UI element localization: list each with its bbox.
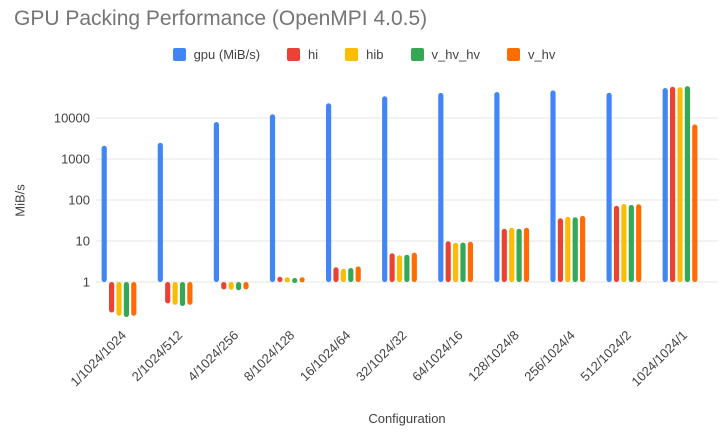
bar-v-hv-2/1024/512 (187, 282, 193, 305)
bar-hi-4/1024/256 (221, 282, 227, 290)
bar-v-hv-8/1024/128 (299, 277, 305, 283)
bar-hib-512/1024/2 (621, 204, 627, 282)
x-tick-label: 128/1024/8 (465, 328, 522, 385)
legend-swatch-icon (410, 48, 424, 61)
bar-v-hv-hv-16/1024/64 (348, 268, 354, 282)
bar-hi-1/1024/1024 (109, 282, 115, 313)
bar-hib-2/1024/512 (172, 282, 178, 305)
y-tick-label: 100 (68, 193, 90, 208)
x-tick-label: 32/1024/32 (353, 328, 410, 385)
bar-v-hv-1024/1024/1 (692, 124, 698, 283)
bar-hib-8/1024/128 (284, 277, 290, 283)
bar-v-hv-hv-2/1024/512 (179, 282, 186, 306)
y-axis-title: MiB/s (12, 184, 28, 217)
bar-gpu-mib-s--128/1024/8 (494, 92, 500, 282)
bar-gpu-mib-s--4/1024/256 (213, 122, 219, 282)
bar-v-hv-hv-64/1024/16 (460, 242, 466, 282)
bar-v-hv-hv-8/1024/128 (292, 278, 298, 283)
y-tick-label: 1 (83, 275, 90, 290)
chart-title: GPU Packing Performance (OpenMPI 4.0.5) (14, 7, 428, 30)
x-tick-label: 1/1024/1024 (67, 328, 129, 390)
legend-label: hi (308, 47, 319, 62)
bar-hib-128/1024/8 (509, 227, 515, 282)
bar-hi-256/1024/4 (557, 218, 563, 282)
x-tick-label: 512/1024/2 (577, 328, 634, 385)
bar-v-hv-4/1024/256 (243, 282, 249, 290)
legend-item-hi: hi (287, 47, 318, 62)
bar-gpu-mib-s--2/1024/512 (157, 142, 163, 282)
y-tick-label: 10000 (54, 111, 90, 126)
legend-item-hib: hib (345, 47, 384, 62)
bar-hi-64/1024/16 (445, 241, 451, 282)
bar-gpu-mib-s--64/1024/16 (438, 92, 444, 283)
chart-legend: gpu (MiB/s) hi hib v_hv_hv v_hv (0, 47, 728, 62)
bar-hi-16/1024/64 (333, 267, 339, 282)
bar-v-hv-hv-512/1024/2 (628, 204, 634, 282)
bar-v-hv-128/1024/8 (523, 227, 530, 282)
bar-hi-32/1024/32 (389, 253, 395, 282)
x-tick-label: 4/1024/256 (185, 328, 242, 385)
bar-v-hv-hv-1/1024/1024 (123, 282, 129, 317)
y-tick-label: 1000 (61, 152, 90, 167)
bar-hib-64/1024/16 (453, 242, 459, 282)
legend-label: gpu (MiB/s) (193, 47, 261, 62)
bar-v-hv-1/1024/1024 (131, 282, 137, 316)
legend-swatch-icon (287, 48, 301, 61)
legend-label: v_hv_hv (431, 47, 480, 62)
bar-gpu-mib-s--16/1024/64 (326, 103, 332, 282)
legend-item-gpu-mib-s-: gpu (MiB/s) (172, 47, 261, 62)
bar-hi-1024/1024/1 (670, 86, 676, 282)
x-tick-label: 8/1024/128 (241, 328, 298, 385)
bar-hi-8/1024/128 (277, 276, 283, 282)
x-tick-label: 64/1024/16 (409, 328, 466, 385)
bar-v-hv-32/1024/32 (411, 252, 417, 282)
bar-gpu-mib-s--8/1024/128 (269, 114, 276, 282)
legend-swatch-icon (172, 48, 186, 61)
bar-v-hv-256/1024/4 (580, 215, 586, 282)
legend-item-v-hv-hv: v_hv_hv (410, 47, 480, 62)
bar-hi-128/1024/8 (501, 228, 507, 282)
legend-swatch-icon (506, 48, 520, 61)
x-tick-label: 2/1024/512 (129, 328, 186, 385)
bar-gpu-mib-s--32/1024/32 (382, 96, 388, 282)
bar-v-hv-hv-256/1024/4 (572, 217, 578, 282)
legend-swatch-icon (345, 48, 359, 61)
bar-gpu-mib-s--1/1024/1024 (101, 145, 107, 282)
bar-v-hv-64/1024/16 (467, 241, 473, 282)
bar-hi-512/1024/2 (613, 205, 620, 282)
bar-v-hv-hv-1024/1024/1 (684, 86, 690, 282)
bar-hib-256/1024/4 (565, 216, 571, 282)
bar-v-hv-hv-32/1024/32 (404, 254, 410, 282)
bar-hib-4/1024/256 (228, 282, 234, 290)
bar-hib-32/1024/32 (396, 255, 403, 282)
legend-item-v-hv: v_hv (506, 47, 556, 62)
legend-label: v_hv (527, 47, 556, 62)
legend-label: hib (366, 47, 384, 62)
bar-v-hv-16/1024/64 (355, 266, 361, 282)
bar-gpu-mib-s--1024/1024/1 (662, 88, 668, 282)
x-tick-label: 256/1024/4 (521, 328, 578, 385)
bar-hi-2/1024/512 (165, 282, 171, 304)
x-tick-label: 1024/1024/1 (628, 328, 690, 390)
bar-hib-1/1024/1024 (116, 282, 122, 316)
bar-v-hv-512/1024/2 (636, 204, 642, 282)
x-tick-label: 16/1024/64 (297, 328, 354, 385)
bar-gpu-mib-s--256/1024/4 (550, 90, 556, 283)
x-axis-title: Configuration (368, 411, 446, 426)
bar-hib-1024/1024/1 (677, 87, 683, 282)
bar-hib-16/1024/64 (340, 268, 346, 282)
bar-gpu-mib-s--512/1024/2 (606, 92, 612, 282)
y-tick-label: 10 (76, 234, 90, 249)
bar-v-hv-hv-4/1024/256 (236, 282, 242, 291)
bar-v-hv-hv-128/1024/8 (516, 228, 522, 282)
